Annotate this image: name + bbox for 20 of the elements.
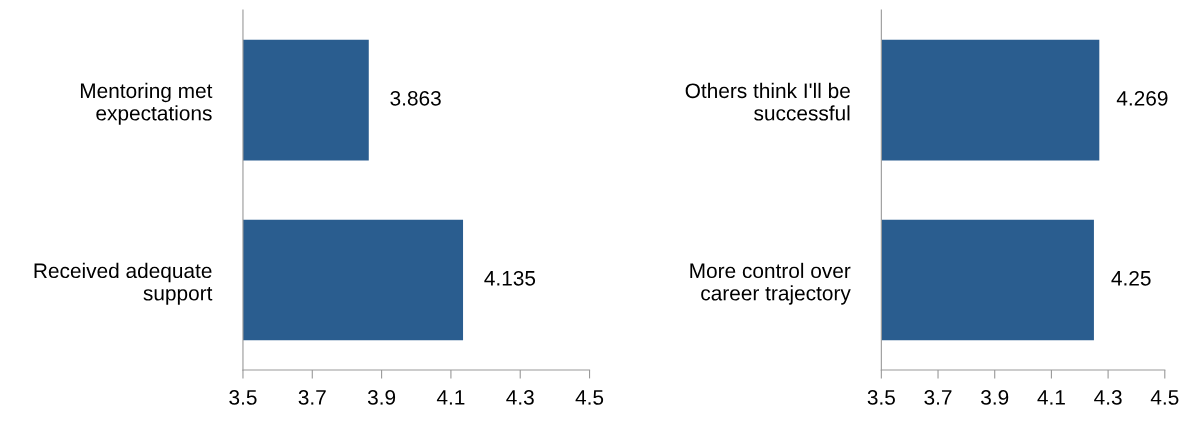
y-tick-label: Received adequate support: [34, 262, 213, 305]
x-tick-label: 3.9: [981, 390, 1009, 405]
y-tick-label: Others think I'll be successful: [685, 82, 850, 121]
y-tick-label: More control over career trajectory: [690, 262, 851, 305]
x-tick-label: 4.3: [1094, 390, 1122, 405]
x-tick-label: 4.1: [1037, 390, 1065, 405]
x-tick-label: 3.9: [367, 390, 396, 405]
x-tick-label: 4.5: [575, 390, 604, 405]
y-tick-label: Mentoring met expectations: [80, 82, 213, 125]
x-tick-label: 3.7: [924, 390, 952, 405]
x-tick-label: 4.5: [1150, 390, 1179, 405]
x-tick-label: 3.7: [298, 390, 326, 405]
data-label: 3.863: [390, 90, 441, 106]
x-tick-label: 3.5: [229, 390, 257, 405]
data-label: 4.135: [484, 270, 536, 286]
x-tick-label: 4.1: [436, 390, 465, 405]
data-label: 4.25: [1111, 270, 1151, 286]
x-tick-label: 3.5: [867, 390, 895, 405]
x-tick-label: 4.3: [506, 390, 534, 405]
data-label: 4.269: [1116, 90, 1168, 106]
